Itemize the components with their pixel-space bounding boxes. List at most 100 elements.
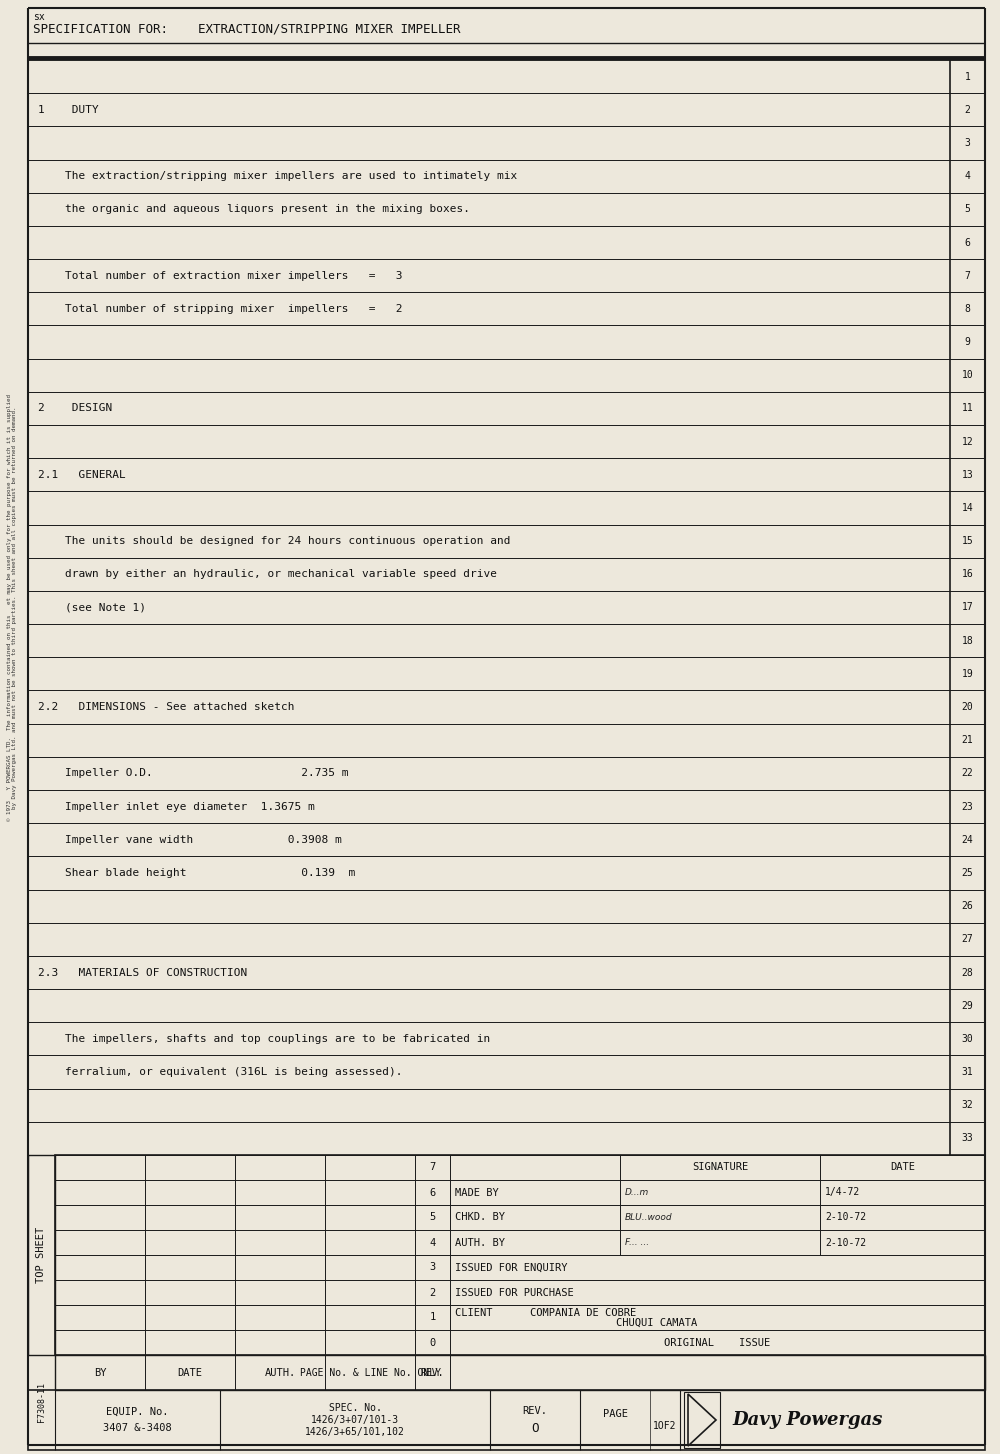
Text: 20: 20 <box>962 702 973 712</box>
Text: The impellers, shafts and top couplings are to be fabricated in: The impellers, shafts and top couplings … <box>38 1034 490 1044</box>
Text: 0: 0 <box>429 1338 436 1348</box>
Text: D...m: D...m <box>625 1188 649 1197</box>
Text: 31: 31 <box>962 1067 973 1077</box>
Text: AUTH.: AUTH. <box>264 1368 296 1377</box>
Text: SIGNATURE: SIGNATURE <box>692 1163 748 1172</box>
Text: F... ...: F... ... <box>625 1237 649 1248</box>
Text: 14: 14 <box>962 503 973 513</box>
Text: DATE: DATE <box>178 1368 202 1377</box>
Text: The extraction/stripping mixer impellers are used to intimately mix: The extraction/stripping mixer impellers… <box>38 172 517 182</box>
Text: 7: 7 <box>965 270 970 281</box>
Bar <box>55 1355 985 1390</box>
Text: drawn by either an hydraulic, or mechanical variable speed drive: drawn by either an hydraulic, or mechani… <box>38 570 497 579</box>
Text: 6: 6 <box>965 237 970 247</box>
Text: Total number of extraction mixer impellers   =   3: Total number of extraction mixer impelle… <box>38 270 402 281</box>
Text: 15: 15 <box>962 537 973 547</box>
Bar <box>28 1154 55 1355</box>
Text: CLIENT      COMPANIA DE COBRE: CLIENT COMPANIA DE COBRE <box>455 1307 636 1317</box>
Text: 2-10-72: 2-10-72 <box>825 1213 866 1223</box>
Text: 22: 22 <box>962 768 973 778</box>
Text: REV.: REV. <box>421 1368 444 1377</box>
Text: BY: BY <box>94 1368 106 1377</box>
Text: 1    DUTY: 1 DUTY <box>38 105 99 115</box>
Bar <box>55 1154 985 1355</box>
Text: Impeller O.D.                      2.735 m: Impeller O.D. 2.735 m <box>38 768 349 778</box>
Text: 1: 1 <box>965 71 970 81</box>
Text: 2: 2 <box>429 1287 436 1297</box>
Text: 5: 5 <box>965 205 970 214</box>
Text: AUTH. BY: AUTH. BY <box>455 1237 505 1248</box>
Bar <box>28 1390 985 1450</box>
Text: REV.: REV. <box>522 1406 548 1416</box>
Text: the organic and aqueous liquors present in the mixing boxes.: the organic and aqueous liquors present … <box>38 205 470 214</box>
Text: Davy Powergas: Davy Powergas <box>732 1410 882 1429</box>
Text: 2-10-72: 2-10-72 <box>825 1237 866 1248</box>
Text: CHKD. BY: CHKD. BY <box>455 1213 505 1223</box>
Text: 4: 4 <box>965 172 970 182</box>
Text: 28: 28 <box>962 967 973 977</box>
Text: 1OF2: 1OF2 <box>653 1421 677 1431</box>
Text: 11: 11 <box>962 403 973 413</box>
Text: sx: sx <box>33 12 45 22</box>
Text: 33: 33 <box>962 1134 973 1143</box>
Text: 32: 32 <box>962 1101 973 1111</box>
Text: 16: 16 <box>962 570 973 579</box>
Text: 3407 &-3408: 3407 &-3408 <box>103 1423 172 1434</box>
Text: 7: 7 <box>429 1163 436 1172</box>
Text: F7308-11: F7308-11 <box>37 1383 46 1422</box>
Text: 1/4-72: 1/4-72 <box>825 1188 860 1198</box>
Text: SPEC. No.: SPEC. No. <box>329 1403 381 1413</box>
Text: 2.2   DIMENSIONS - See attached sketch: 2.2 DIMENSIONS - See attached sketch <box>38 702 294 712</box>
Text: 2: 2 <box>965 105 970 115</box>
Text: ORIGINAL    ISSUE: ORIGINAL ISSUE <box>664 1338 771 1348</box>
Text: MADE BY: MADE BY <box>455 1188 499 1198</box>
Text: 30: 30 <box>962 1034 973 1044</box>
Text: 2.3   MATERIALS OF CONSTRUCTION: 2.3 MATERIALS OF CONSTRUCTION <box>38 967 247 977</box>
Text: 29: 29 <box>962 1000 973 1011</box>
Text: 23: 23 <box>962 801 973 811</box>
Polygon shape <box>688 1394 716 1445</box>
Text: Shear blade height                 0.139  m: Shear blade height 0.139 m <box>38 868 355 878</box>
Text: O: O <box>531 1422 539 1435</box>
Text: © 1973   Y POWERGAS LTD.  The information contained on this   et may be used onl: © 1973 Y POWERGAS LTD. The information c… <box>7 394 17 822</box>
Text: 5: 5 <box>429 1213 436 1223</box>
Text: Impeller vane width              0.3908 m: Impeller vane width 0.3908 m <box>38 835 342 845</box>
Text: 25: 25 <box>962 868 973 878</box>
Text: 18: 18 <box>962 635 973 646</box>
Text: The units should be designed for 24 hours continuous operation and: The units should be designed for 24 hour… <box>38 537 511 547</box>
Text: 3: 3 <box>965 138 970 148</box>
Text: BLU..wood: BLU..wood <box>625 1213 673 1221</box>
Text: PAGE No. & LINE No. ONLY: PAGE No. & LINE No. ONLY <box>300 1368 440 1377</box>
Text: 6: 6 <box>429 1188 436 1198</box>
Text: Total number of stripping mixer  impellers   =   2: Total number of stripping mixer impeller… <box>38 304 402 314</box>
Text: 4: 4 <box>429 1237 436 1248</box>
Text: 2    DESIGN: 2 DESIGN <box>38 403 112 413</box>
Text: 13: 13 <box>962 470 973 480</box>
Text: CHUQUI CAMATA: CHUQUI CAMATA <box>616 1317 697 1328</box>
Text: 19: 19 <box>962 669 973 679</box>
Text: 21: 21 <box>962 736 973 746</box>
Text: 26: 26 <box>962 901 973 912</box>
Text: 9: 9 <box>965 337 970 348</box>
Text: Impeller inlet eye diameter  1.3675 m: Impeller inlet eye diameter 1.3675 m <box>38 801 315 811</box>
Text: 1426/3+65/101,102: 1426/3+65/101,102 <box>305 1426 405 1437</box>
Text: ISSUED FOR ENQUIRY: ISSUED FOR ENQUIRY <box>455 1262 568 1272</box>
Text: SPECIFICATION FOR:    EXTRACTION/STRIPPING MIXER IMPELLER: SPECIFICATION FOR: EXTRACTION/STRIPPING … <box>33 22 460 35</box>
Text: EQUIP. No.: EQUIP. No. <box>106 1407 169 1418</box>
Text: DATE: DATE <box>890 1163 915 1172</box>
Text: ISSUED FOR PURCHASE: ISSUED FOR PURCHASE <box>455 1287 574 1297</box>
Text: 10: 10 <box>962 371 973 381</box>
Text: TOP SHEET: TOP SHEET <box>36 1227 46 1282</box>
Text: (see Note 1): (see Note 1) <box>38 602 146 612</box>
Text: 17: 17 <box>962 602 973 612</box>
Text: 1426/3+07/101-3: 1426/3+07/101-3 <box>311 1415 399 1425</box>
Text: 8: 8 <box>965 304 970 314</box>
Text: 24: 24 <box>962 835 973 845</box>
Text: 2.1   GENERAL: 2.1 GENERAL <box>38 470 126 480</box>
Text: ferralium, or equivalent (316L is being assessed).: ferralium, or equivalent (316L is being … <box>38 1067 402 1077</box>
Text: 12: 12 <box>962 436 973 446</box>
Text: 1: 1 <box>429 1313 436 1323</box>
Bar <box>684 1391 720 1448</box>
Text: 27: 27 <box>962 935 973 944</box>
Text: PAGE: PAGE <box>602 1409 628 1419</box>
